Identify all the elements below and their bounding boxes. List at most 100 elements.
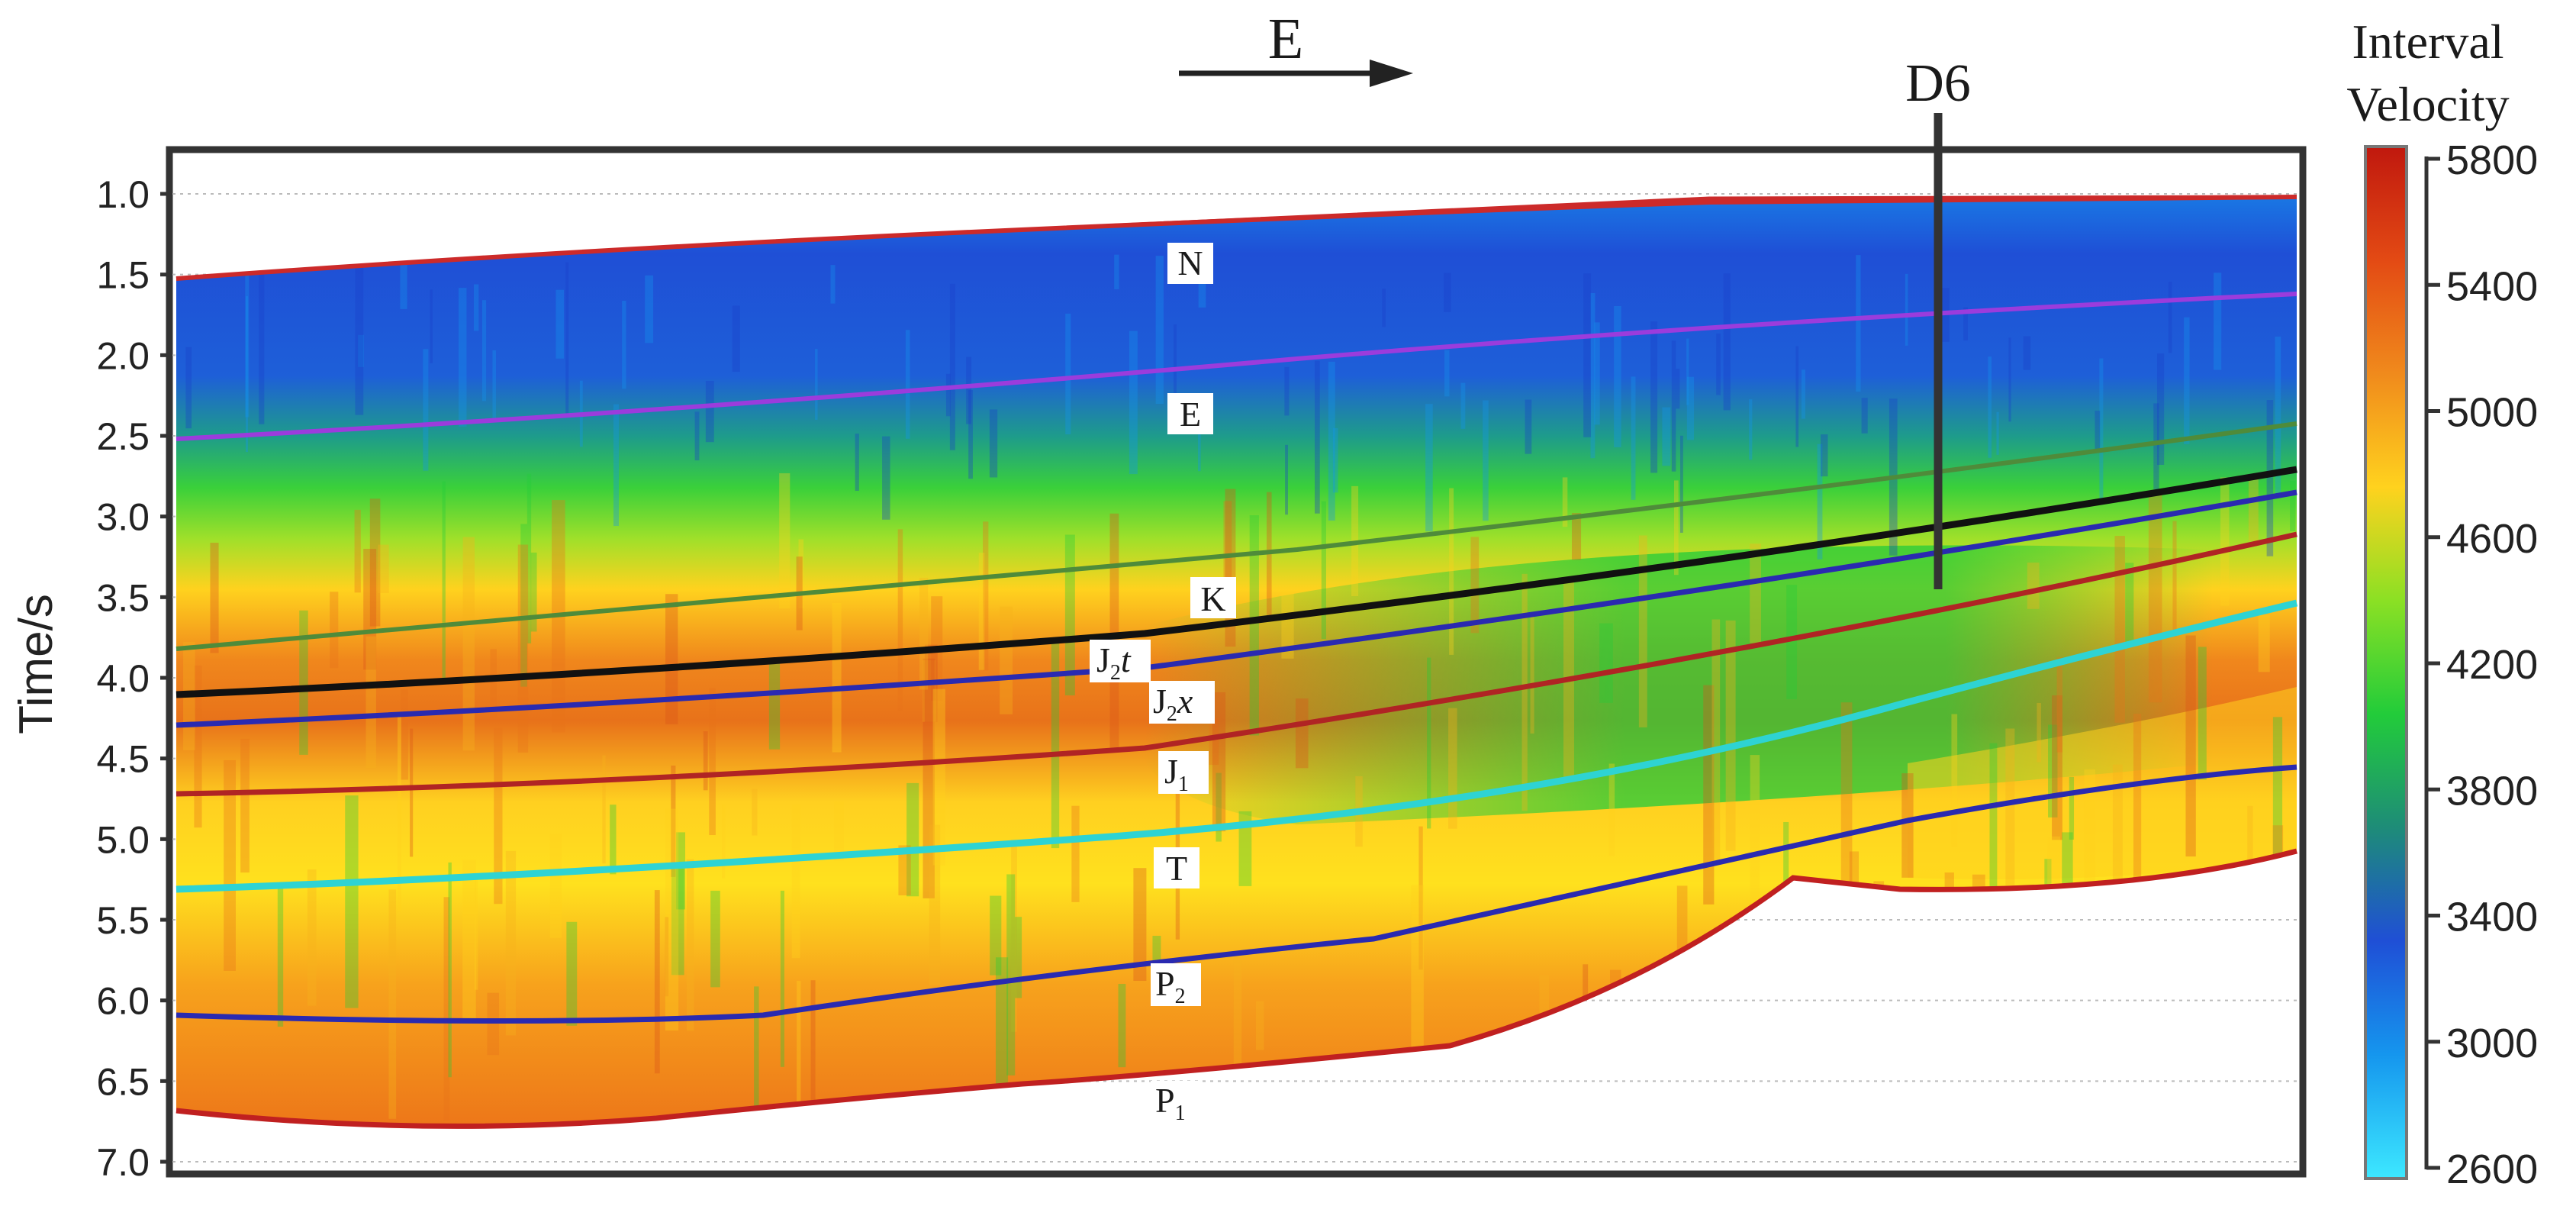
velocity-streak [2056, 657, 2063, 753]
velocity-streak [245, 296, 248, 453]
velocity-streak [1783, 821, 1789, 895]
y-axis: Time/s 1.0 1.5 2.0 2.5 3.0 3.5 4.0 4.5 5.0 5.5 6.0… [10, 173, 172, 1184]
velocity-streak [1686, 338, 1689, 405]
velocity-streak [505, 850, 517, 1036]
velocity-streak [722, 804, 726, 879]
velocity-streak [949, 283, 955, 450]
velocity-streak [1209, 718, 1219, 765]
velocity-streak [2156, 353, 2165, 465]
velocity-streak [780, 890, 784, 1067]
velocity-streak [1015, 917, 1022, 998]
velocity-streak [1444, 350, 1450, 397]
velocity-streak [1118, 983, 1126, 1068]
direction-label: E [1268, 7, 1303, 71]
velocity-streak [2266, 400, 2274, 556]
velocity-streak [665, 917, 669, 997]
velocity-streak [2095, 411, 2101, 451]
velocity-streak [1425, 404, 1433, 532]
velocity-streak [442, 481, 446, 685]
velocity-streak [1530, 616, 1534, 734]
velocity-streak [1155, 256, 1164, 405]
velocity-streak [1599, 623, 1613, 703]
velocity-streak [752, 788, 758, 836]
velocity-streak [710, 890, 720, 988]
y-tick-label: 6.5 [96, 1060, 150, 1103]
y-axis-label: Time/s [10, 594, 63, 734]
velocity-streak [978, 553, 985, 670]
velocity-streak [2069, 776, 2075, 840]
colorbar-tick-label: 3800 [2446, 768, 2538, 814]
velocity-streak [709, 688, 716, 836]
y-tick-label: 5.0 [96, 818, 150, 861]
velocity-streak [277, 882, 284, 1027]
colorbar-tick-label: 2600 [2446, 1146, 2538, 1192]
colorbar-tick-label: 5000 [2446, 390, 2538, 436]
velocity-streak [1114, 254, 1119, 289]
velocity-streak [259, 259, 265, 424]
velocity-streak [299, 610, 308, 755]
colorbar-title-line1: Interval [2352, 15, 2504, 69]
velocity-streak [798, 539, 804, 609]
horizon-lines [175, 195, 2298, 1129]
velocity-streak [898, 845, 911, 896]
velocity-streak [1988, 356, 1992, 458]
velocity-streak [2198, 647, 2207, 780]
colorbar-title-line2: Velocity [2346, 77, 2509, 131]
velocity-streak [2168, 282, 2172, 353]
velocity-streak [1212, 692, 1226, 832]
velocity-streak [671, 765, 676, 877]
colorbar-tick-label: 3000 [2446, 1021, 2538, 1066]
colorbar-tick-label: 4600 [2446, 516, 2538, 562]
velocity-streak [2005, 728, 2015, 937]
y-tick-label: 5.5 [96, 899, 150, 942]
velocity-streak [1448, 708, 1457, 829]
horizon-e-line [175, 292, 2297, 441]
velocity-streak [602, 755, 606, 864]
y-tick-label: 3.5 [96, 576, 150, 619]
velocity-streak [1281, 592, 1294, 659]
velocity-streak [1000, 606, 1013, 714]
velocity-streak [482, 300, 487, 401]
velocity-streak [1749, 399, 1753, 460]
velocity-streak [2185, 635, 2196, 857]
velocity-streak [797, 981, 801, 1127]
velocity-streak [1197, 414, 1201, 472]
colorbar-tick-label: 5400 [2446, 263, 2538, 309]
velocity-streak [1676, 369, 1680, 409]
velocity-streak [345, 795, 359, 1008]
velocity-streak [2220, 477, 2230, 606]
horizon-j2x-line [175, 489, 2297, 728]
velocity-streak [1216, 772, 1222, 842]
velocity-streak [923, 658, 935, 898]
velocity-streak [1801, 369, 1806, 419]
velocity-streak [2214, 273, 2222, 370]
velocity-streak [834, 801, 844, 861]
velocity-streak [1571, 513, 1582, 560]
velocity-streak [1821, 434, 1828, 477]
velocity-streak [1562, 477, 1568, 527]
velocity-streak [1525, 399, 1532, 454]
velocity-streak [1449, 488, 1454, 655]
velocity-streak [705, 380, 714, 443]
velocity-streak [945, 373, 951, 417]
direction-arrow: E [1179, 7, 1413, 87]
velocity-streak [671, 868, 684, 976]
velocity-streak [430, 289, 433, 363]
velocity-streak [1662, 407, 1671, 466]
horizon-p1-line [175, 848, 2297, 1129]
velocity-streak [791, 804, 800, 959]
velocity-streak [983, 521, 989, 671]
velocity-streak [1314, 360, 1320, 514]
velocity-streak [1295, 698, 1309, 769]
velocity-streak [1521, 573, 1528, 811]
colorbar-scale [2364, 145, 2408, 1180]
velocity-streak [2023, 336, 2031, 370]
velocity-streak [832, 602, 842, 753]
velocity-streak [473, 284, 479, 331]
velocity-streak [1650, 321, 1658, 473]
velocity-streak [923, 660, 936, 722]
velocity-streak [1671, 340, 1676, 472]
horizon-label-j2t: J2t [1096, 640, 1132, 685]
velocity-streak [622, 300, 626, 389]
velocity-streak [475, 875, 478, 990]
